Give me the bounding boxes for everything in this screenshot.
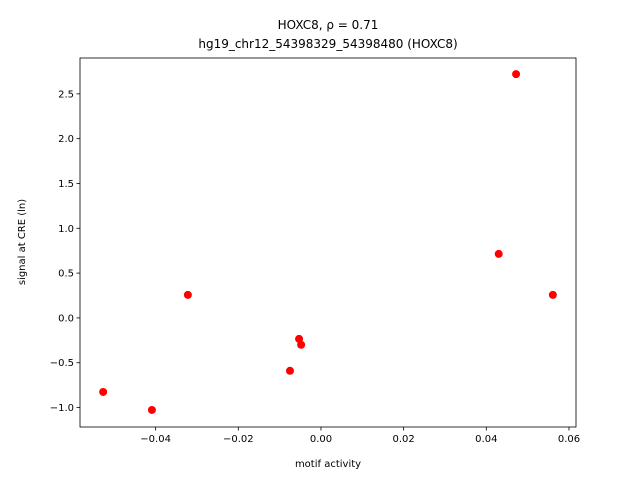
plot-frame	[79, 57, 577, 428]
x-tick-label: −0.04	[140, 434, 171, 445]
x-tick-label: 0.04	[475, 434, 497, 445]
point	[183, 290, 192, 299]
chart-title: HOXC8, ρ = 0.71	[278, 18, 379, 32]
y-tick-label: 2.0	[58, 134, 74, 145]
chart-subtitle: hg19_chr12_54398329_54398480 (HOXC8)	[198, 37, 457, 51]
y-tick-label: 0.0	[58, 313, 74, 324]
point	[99, 387, 108, 396]
point	[494, 249, 503, 258]
point	[147, 405, 156, 414]
point	[297, 340, 306, 349]
y-tick-label: 0.5	[58, 269, 74, 280]
point	[512, 70, 521, 79]
y-tick-label: 1.0	[58, 224, 74, 235]
point	[285, 366, 294, 375]
y-axis-label: signal at CRE (ln)	[17, 199, 28, 285]
y-tick-label: 1.5	[58, 179, 74, 190]
x-axis-label: motif activity	[295, 459, 361, 470]
y-tick-label: −0.5	[50, 358, 74, 369]
x-tick-label: 0.02	[393, 434, 415, 445]
x-tick-label: −0.02	[223, 434, 254, 445]
x-tick-label: 0.06	[558, 434, 580, 445]
x-tick-label: 0.00	[310, 434, 332, 445]
y-tick-label: 2.5	[58, 89, 74, 100]
point	[548, 290, 557, 299]
y-tick-label: −1.0	[50, 403, 74, 414]
